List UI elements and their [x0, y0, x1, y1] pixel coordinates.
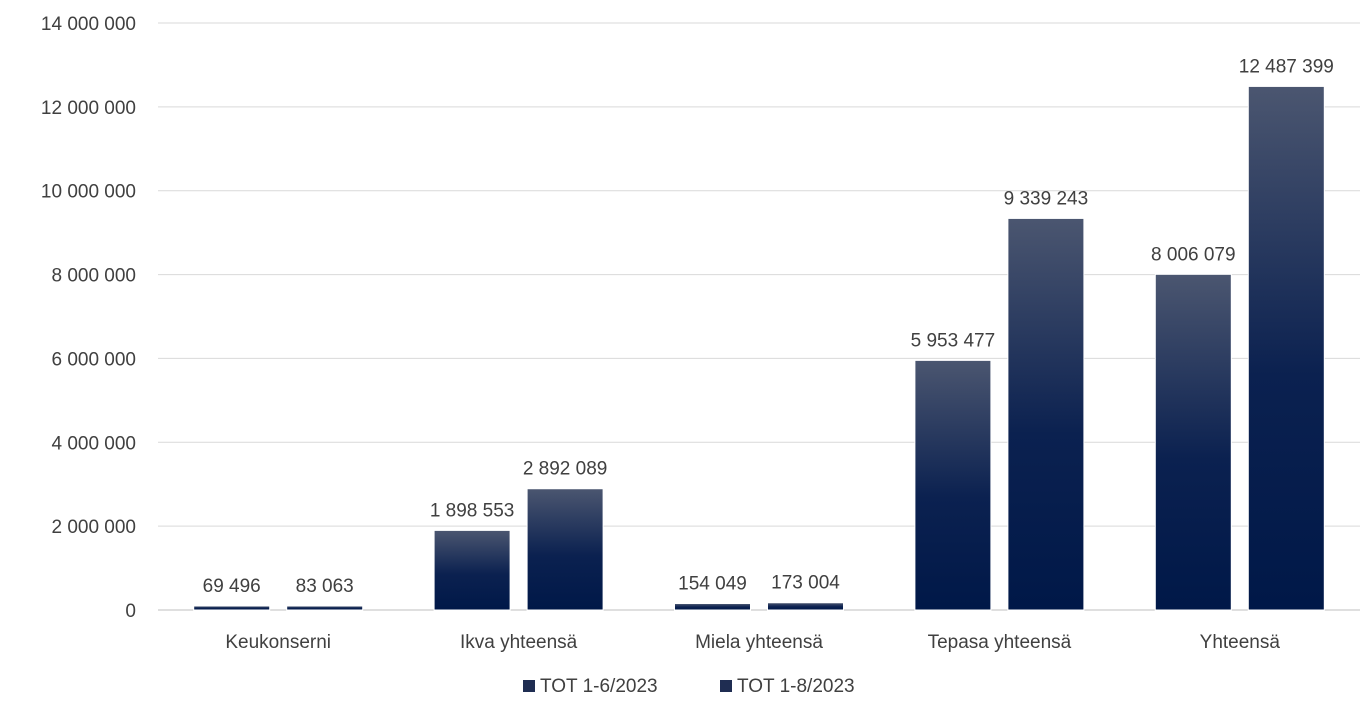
data-label: 8 006 079	[1151, 244, 1236, 265]
y-tick-label: 12 000 000	[41, 98, 136, 119]
legend-swatch	[523, 680, 535, 692]
x-axis-categories: Keukonserni Ikva yhteensä Miela yhteensä Te…	[225, 632, 1280, 653]
x-category-label: Yhteensä	[1200, 632, 1281, 653]
bar	[433, 529, 511, 611]
x-category-label: Ikva yhteensä	[460, 632, 578, 653]
bar	[286, 605, 364, 611]
bar	[1154, 273, 1232, 611]
bar	[1247, 85, 1325, 611]
data-label: 9 339 243	[1004, 188, 1089, 209]
x-category-label: Keukonserni	[225, 632, 331, 653]
y-tick-label: 0	[125, 601, 136, 622]
x-category-label: Miela yhteensä	[695, 632, 823, 653]
gridlines	[158, 22, 1360, 611]
data-label: 173 004	[771, 573, 840, 594]
y-tick-label: 8 000 000	[51, 266, 136, 287]
y-tick-label: 6 000 000	[51, 349, 136, 370]
data-label: 2 892 089	[523, 459, 608, 480]
bar	[914, 359, 992, 611]
data-label: 69 496	[203, 576, 261, 597]
legend: TOT 1-6/2023 TOT 1-8/2023	[523, 676, 855, 697]
y-tick-label: 4 000 000	[51, 433, 136, 454]
data-labels: 69 496 83 063 1 898 553 2 892 089 154 049 173…	[203, 56, 1334, 597]
data-label: 1 898 553	[430, 500, 515, 521]
legend-swatch	[720, 680, 732, 692]
bar	[526, 488, 604, 611]
y-tick-label: 14 000 000	[41, 14, 136, 35]
data-label: 5 953 477	[911, 330, 996, 351]
bar	[767, 602, 844, 611]
data-label: 154 049	[678, 574, 747, 595]
y-tick-label: 10 000 000	[41, 182, 136, 203]
data-label: 12 487 399	[1239, 56, 1334, 77]
bar	[1007, 217, 1085, 611]
bar	[193, 605, 271, 611]
legend-label: TOT 1-8/2023	[737, 676, 855, 697]
data-label: 83 063	[296, 576, 354, 597]
x-category-label: Tepasa yhteensä	[928, 632, 1072, 653]
y-tick-label: 2 000 000	[51, 517, 136, 538]
bars	[193, 85, 1325, 611]
legend-label: TOT 1-6/2023	[540, 676, 658, 697]
y-axis-ticks: 0 2 000 000 4 000 000 6 000 000 8 000 000 10 …	[41, 14, 136, 622]
bar	[674, 603, 751, 611]
